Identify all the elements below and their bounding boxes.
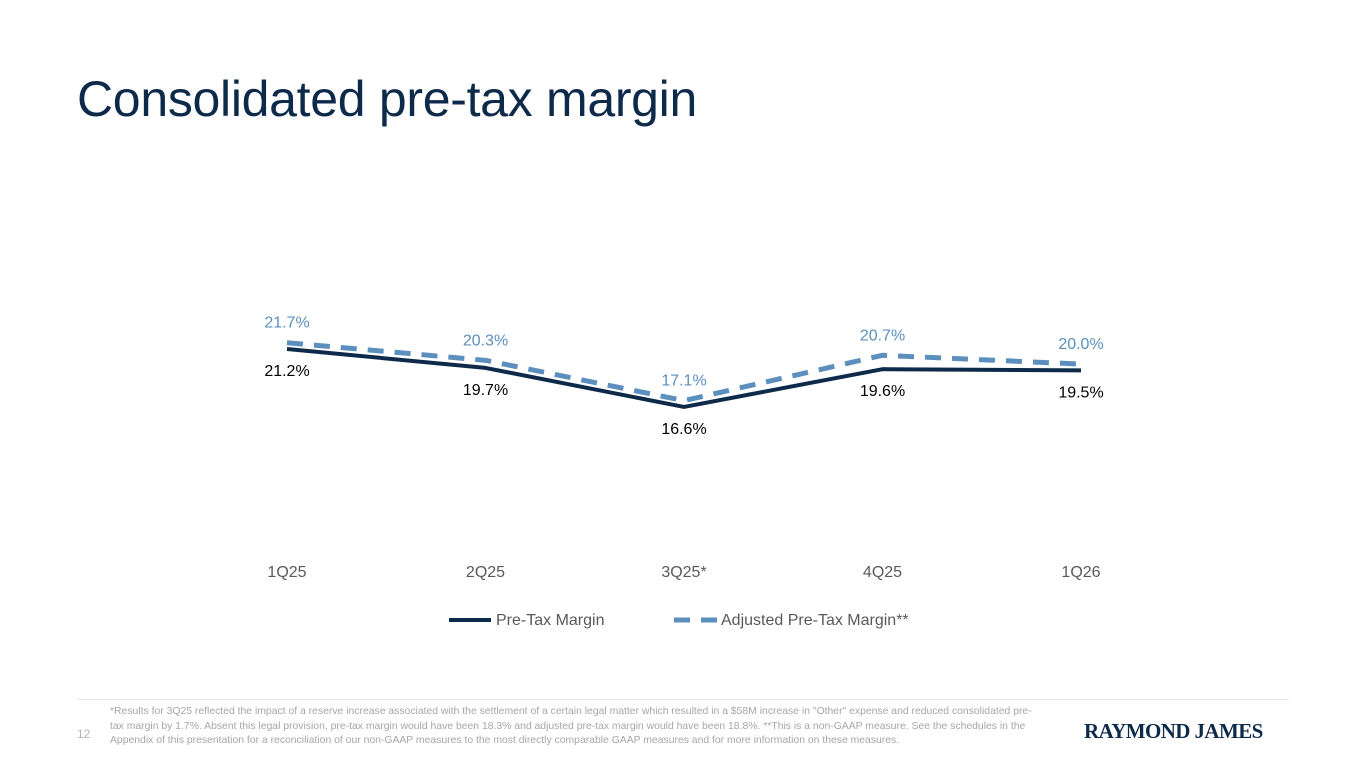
pretax-data-label-3Q25: 16.6% bbox=[661, 421, 706, 438]
pretax-data-label-1Q25: 21.2% bbox=[264, 363, 309, 380]
chart-legend: Pre-Tax Margin Adjusted Pre-Tax Margin** bbox=[449, 612, 909, 629]
footer-divider bbox=[77, 699, 1289, 700]
legend-label-adjusted-pre-tax-margin: Adjusted Pre-Tax Margin** bbox=[721, 612, 909, 629]
adjusted-data-label-1Q25: 21.7% bbox=[264, 315, 309, 332]
pretax-data-label-2Q25: 19.7% bbox=[463, 382, 508, 399]
footnote: *Results for 3Q25 reflected the impact o… bbox=[110, 706, 1032, 747]
x-tick-label-4Q25: 4Q25 bbox=[863, 564, 902, 581]
adjusted-data-label-4Q25: 20.7% bbox=[860, 327, 905, 344]
x-tick-label-3Q25: 3Q25* bbox=[661, 564, 706, 581]
x-tick-label-1Q25: 1Q25 bbox=[267, 564, 306, 581]
adjusted-data-label-2Q25: 20.3% bbox=[463, 332, 508, 349]
x-tick-label-2Q25: 2Q25 bbox=[466, 564, 505, 581]
raymond-james-logo: RAYMOND JAMES bbox=[1084, 719, 1263, 743]
pretax-data-label-4Q25: 19.6% bbox=[860, 383, 905, 400]
page-title: Consolidated pre-tax margin bbox=[77, 71, 698, 127]
page-number: 12 bbox=[77, 727, 91, 741]
adjusted-data-label-3Q25: 17.1% bbox=[661, 373, 706, 390]
adjusted-data-label-1Q26: 20.0% bbox=[1058, 336, 1103, 353]
legend-label-pre-tax-margin: Pre-Tax Margin bbox=[496, 612, 604, 629]
pretax-data-label-1Q26: 19.5% bbox=[1058, 384, 1103, 401]
x-tick-label-1Q26: 1Q26 bbox=[1061, 564, 1100, 581]
